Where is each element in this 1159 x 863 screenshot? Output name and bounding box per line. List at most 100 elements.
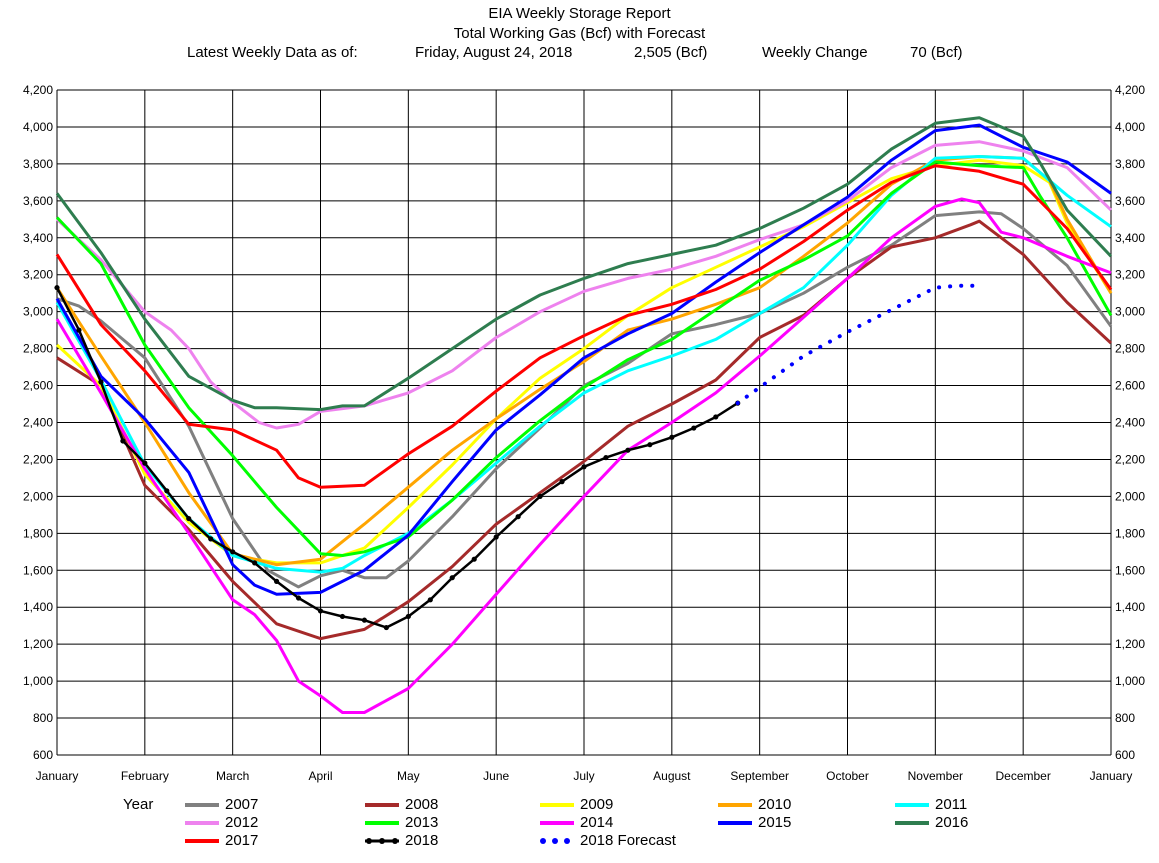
x-tick-label: January (36, 769, 79, 783)
x-tick-label: August (653, 769, 691, 783)
series-point-2018 (208, 536, 214, 542)
legend-item: 2018 (363, 832, 533, 850)
legend-label: 2018 (405, 832, 439, 849)
x-tick-label: June (483, 769, 509, 783)
series-point-2018 (493, 534, 499, 540)
series-point-2018 (405, 613, 411, 620)
latest-data-label: Latest Weekly Data as of: (187, 44, 358, 61)
series-point-2018 (76, 327, 82, 333)
series-point-2018 (691, 425, 697, 431)
series-line-2012 (55, 140, 1113, 430)
series-line-2016 (55, 116, 1113, 412)
series-line-2018 (55, 287, 739, 629)
series-point-2018 (317, 608, 324, 614)
legend-swatch (540, 838, 570, 844)
legend-marker (366, 838, 372, 844)
y-tick-label-left: 3,800 (23, 157, 53, 171)
legend-item: 2009 (538, 796, 708, 814)
series-point-2018 (669, 434, 675, 440)
y-tick-label-right: 1,600 (1115, 563, 1145, 577)
y-tick-label-right: 1,400 (1115, 600, 1145, 614)
legend-swatch (365, 821, 399, 825)
y-tick-label-left: 2,600 (23, 379, 53, 393)
y-tick-label-right: 3,400 (1115, 231, 1145, 245)
y-tick-label-left: 600 (33, 748, 53, 762)
y-tick-label-right: 2,200 (1115, 452, 1145, 466)
legend-item: 2018 Forecast (538, 832, 708, 850)
legend-item: 2011 (893, 796, 1063, 814)
series-point-2018 (339, 613, 346, 620)
latest-storage-value: 2,505 (Bcf) (634, 44, 708, 61)
series-point-2018 (559, 479, 565, 485)
series-point-2018 (581, 464, 587, 470)
y-tick-label-left: 4,000 (23, 120, 53, 134)
legend-item: 2015 (716, 814, 886, 832)
legend-label: 2013 (405, 814, 439, 831)
series-line-2013 (55, 160, 1113, 557)
y-tick-label-left: 2,800 (23, 342, 53, 356)
y-tick-label-left: 1,600 (23, 563, 53, 577)
legend-item: 2013 (363, 814, 533, 832)
y-tick-label-left: 2,000 (23, 489, 53, 503)
y-tick-label-left: 4,200 (23, 83, 53, 97)
series-point-2018 (537, 493, 543, 499)
y-tick-label-right: 2,000 (1115, 489, 1145, 503)
y-tick-label-left: 3,200 (23, 268, 53, 282)
series-line-2015 (55, 123, 1112, 596)
x-tick-label: July (573, 769, 594, 783)
y-tick-label-right: 3,600 (1115, 194, 1145, 208)
x-tick-label: November (908, 769, 963, 783)
series-point-2018 (120, 438, 126, 444)
series-point-2018 (98, 379, 104, 385)
series-line-2011 (55, 155, 1112, 574)
legend-title: Year (123, 796, 154, 813)
legend-label: 2011 (935, 796, 968, 813)
legend-label: 2010 (758, 796, 792, 813)
x-tick-label: January (1090, 769, 1133, 783)
series-line-2018-forecast (735, 283, 982, 406)
legend-item: 2012 (183, 814, 353, 832)
legend-item: 2007 (183, 796, 353, 814)
y-tick-label-left: 3,000 (23, 305, 53, 319)
series-point-2018 (273, 578, 280, 584)
legend-label: 2009 (580, 796, 614, 813)
series-point-2018 (186, 515, 192, 522)
x-tick-label: December (995, 769, 1050, 783)
y-tick-label-left: 1,200 (23, 637, 53, 651)
legend-label: 2018 Forecast (580, 832, 676, 849)
series-point-2018 (252, 560, 258, 566)
legend-swatch (185, 839, 219, 843)
legend-swatch (540, 821, 574, 825)
legend-swatch (365, 838, 399, 844)
y-tick-label-right: 4,200 (1115, 83, 1145, 97)
legend-marker (392, 838, 398, 844)
y-tick-label-left: 1,400 (23, 600, 53, 614)
y-tick-label-right: 2,800 (1115, 342, 1145, 356)
series-point-2018 (164, 488, 170, 494)
series-point-2018 (142, 460, 148, 466)
legend-swatch (718, 803, 752, 807)
series-point-2018 (515, 514, 521, 520)
legend-label: 2007 (225, 796, 259, 813)
legend-dot (540, 838, 546, 844)
legend-swatch (185, 803, 219, 807)
legend-label: 2017 (225, 832, 259, 849)
legend-swatch (895, 821, 929, 825)
y-tick-label-right: 1,800 (1115, 526, 1145, 540)
legend-label: 2015 (758, 814, 792, 831)
legend-item: 2008 (363, 796, 533, 814)
y-tick-label-left: 3,600 (23, 194, 53, 208)
chart-subtitle: Total Working Gas (Bcf) with Forecast (453, 25, 706, 42)
series-point-2018 (383, 624, 389, 631)
y-tick-label-left: 800 (33, 711, 53, 725)
series-lines (54, 116, 1113, 714)
y-tick-label-right: 800 (1115, 711, 1135, 725)
y-tick-label-right: 4,000 (1115, 120, 1145, 134)
series-point-2018 (625, 447, 631, 453)
series-point-2018 (713, 414, 719, 420)
y-tick-label-left: 1,800 (23, 526, 53, 540)
legend-label: 2016 (935, 814, 969, 831)
x-tick-label: April (308, 769, 332, 783)
legend-label: 2012 (225, 814, 259, 831)
legend-swatch (895, 803, 929, 807)
